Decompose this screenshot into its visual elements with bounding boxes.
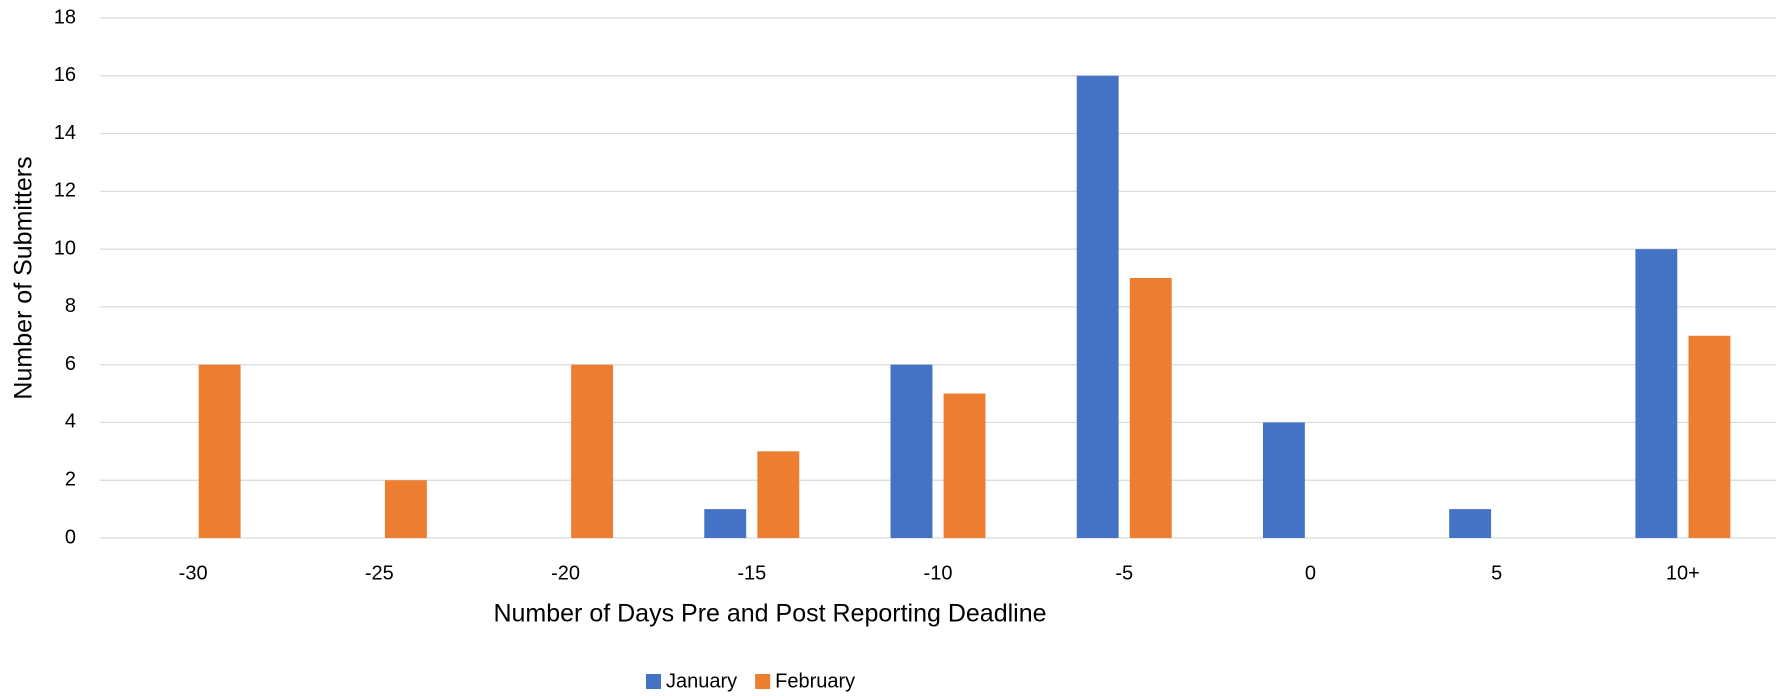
bar [704,509,747,538]
bar [943,393,986,538]
y-axis-title: Number of Submitters [10,156,38,399]
x-tick-label: 10+ [1666,562,1700,584]
x-tick-label: -25 [365,562,394,584]
y-tick-label: 12 [54,180,76,202]
y-tick-label: 18 [54,6,76,28]
x-tick-label: -30 [179,562,208,584]
x-tick-label: -5 [1115,562,1133,584]
y-tick-label: 10 [54,237,76,259]
x-tick-label: -20 [551,562,580,584]
legend-swatch [646,674,661,689]
bar [1076,75,1119,539]
bar [571,364,614,538]
y-tick-label: 4 [65,411,76,433]
bar [757,451,800,538]
y-tick-label: 2 [65,469,76,491]
x-tick-label: -10 [924,562,953,584]
legend-label: January [666,670,737,692]
bar [890,364,933,538]
y-tick-label: 16 [54,64,76,86]
bar [1688,335,1731,538]
legend-swatch [755,674,771,689]
bar [198,364,241,538]
bar [1129,278,1172,538]
legend-label: February [775,670,855,692]
x-axis-title: Number of Days Pre and Post Reporting De… [493,600,1046,628]
y-tick-label: 14 [54,122,76,144]
y-tick-label: 0 [65,526,76,548]
bar [1262,422,1305,538]
x-tick-label: -15 [737,562,766,584]
y-tick-label: 6 [65,353,76,375]
bar [1635,249,1678,538]
x-tick-label: 5 [1491,562,1502,584]
y-tick-label: 8 [65,295,76,317]
bar [384,480,427,538]
bar [1449,509,1492,538]
x-tick-label: 0 [1305,562,1316,584]
